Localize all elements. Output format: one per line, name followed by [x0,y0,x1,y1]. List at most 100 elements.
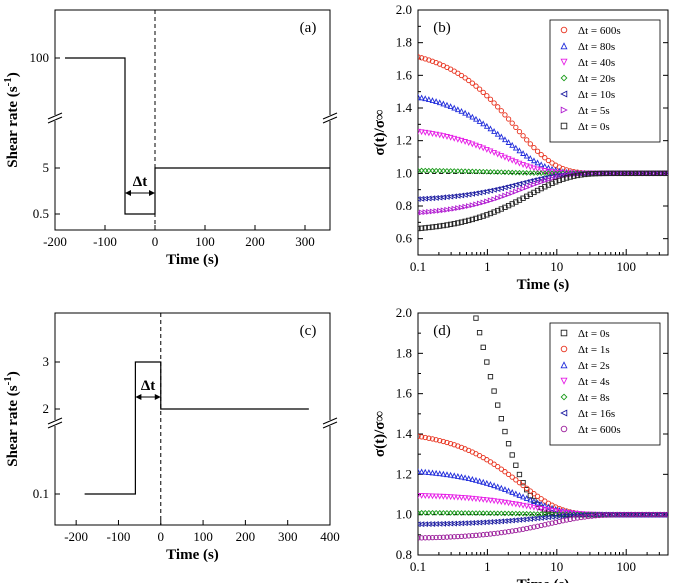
data-point [538,179,545,185]
data-point [527,488,533,494]
data-point [498,529,504,536]
data-point [429,469,436,476]
data-point [541,168,548,175]
series [418,512,668,541]
data-point [589,513,595,519]
data-point [447,440,454,447]
legend-label: Δt = 16s [578,408,615,420]
data-point [607,170,613,177]
data-point [567,174,573,180]
data-point [491,498,498,505]
data-point [516,160,523,167]
data-point [440,100,447,107]
y-axis-title-close: ) [5,371,21,376]
data-point [513,124,519,131]
data-point [520,150,527,156]
data-point [498,193,505,200]
data-point [520,482,526,489]
data-point [509,500,516,507]
data-point [491,510,497,517]
y-tick-label: 100 [30,50,50,65]
data-point [480,168,487,175]
data-point [494,510,501,517]
data-point [527,504,534,511]
data-point [451,534,457,540]
data-point [476,168,483,175]
data-point [520,479,526,486]
x-tick-label: 10 [550,559,563,574]
data-point [582,171,588,178]
data-point [429,493,436,500]
data-point [426,435,432,441]
data-point [451,168,458,174]
data-point [462,474,469,481]
delta-label: Δt [133,174,147,190]
data-point [498,499,505,506]
data-point [480,89,486,96]
data-point [571,516,577,522]
data-point [487,531,494,537]
x-tick-label: 100 [616,559,636,574]
data-point [625,512,631,518]
y-tick-label: 3 [43,354,50,369]
data-point [553,174,559,181]
data-point [541,170,548,177]
x-tick-label: 0 [158,529,165,544]
x-tick-label: 10 [550,259,563,274]
data-point [502,154,508,161]
data-point [538,506,545,513]
data-point [458,510,465,516]
data-point [455,510,461,516]
legend-marker [560,26,568,34]
data-point [520,510,526,517]
data-point [491,530,497,537]
data-point [473,201,480,208]
data-point [516,471,523,478]
data-point [632,170,639,176]
data-point [505,510,512,517]
data-point [498,415,504,422]
data-point [418,468,425,475]
data-point [502,112,508,118]
data-point [534,170,541,176]
y-axis-title-sup: -1 [2,376,14,385]
data-point [487,96,494,102]
legend-marker [560,345,568,353]
data-point [447,168,454,174]
data-point [466,217,472,224]
data-point [426,224,432,231]
axis-break-mark [47,112,63,120]
y-tick-label: 1.8 [396,345,412,360]
data-point [603,170,610,177]
data-point [531,511,537,517]
data-point [625,170,631,176]
data-point [451,510,458,516]
data-point [462,139,469,145]
data-point [531,491,537,497]
data-point [429,167,436,174]
y-tick-label: 1.0 [396,165,412,180]
data-point [559,509,566,516]
data-point [433,469,440,476]
data-point [440,167,447,174]
data-point [560,518,566,524]
data-point [519,179,526,186]
data-point [527,141,533,147]
data-point [436,167,443,174]
data-point [473,142,479,149]
data-point [425,130,432,137]
data-point [429,97,436,104]
data-point [639,170,646,176]
y-tick-label: 2 [43,401,50,416]
data-point [418,167,421,174]
data-point [422,209,429,216]
data-point [661,512,668,518]
data-point [516,527,523,533]
x-tick-label: 100 [616,259,636,274]
data-point [516,169,523,176]
data-point [433,223,439,230]
data-point [483,479,490,486]
data-point [465,475,472,482]
data-point [436,132,443,139]
data-point [513,462,519,468]
